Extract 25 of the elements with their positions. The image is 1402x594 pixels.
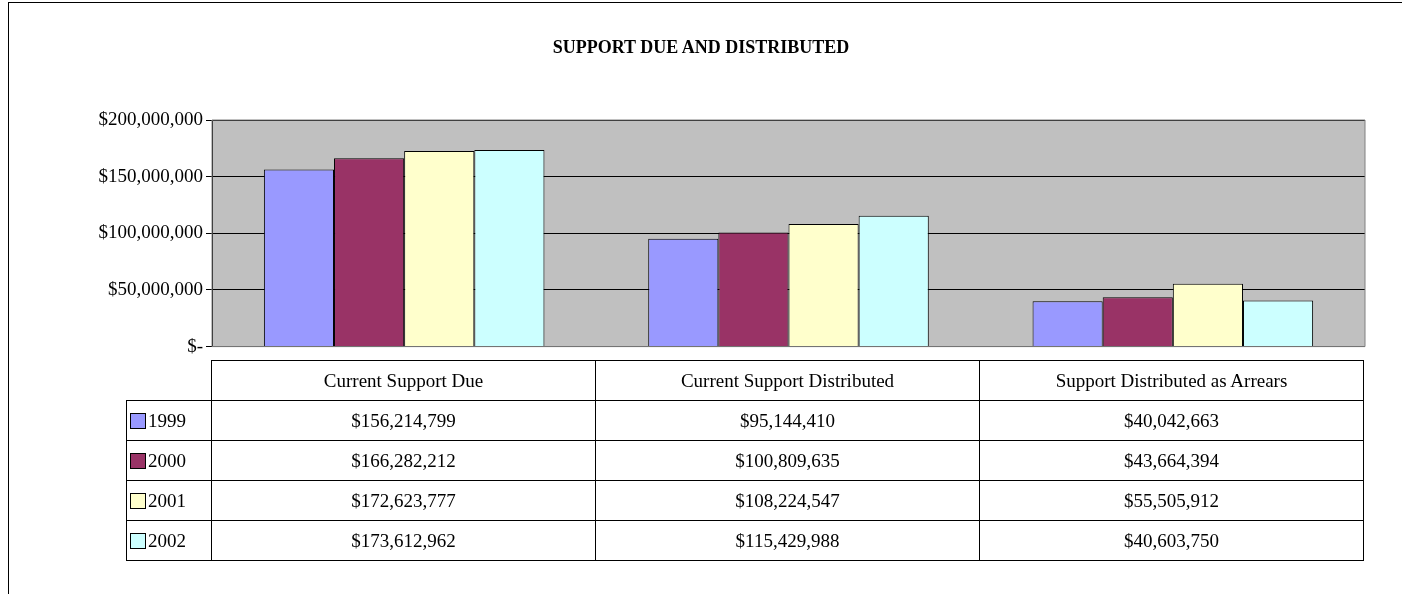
data-label: $40,042,663 [979, 400, 1364, 441]
data-label: $156,214,799 [211, 400, 596, 441]
y-tick-label: $50,000,000 [108, 277, 203, 299]
x-tick-label: Support Distributed as Arrears [979, 360, 1364, 401]
x-tick-label: Current Support Distributed [595, 360, 980, 401]
chart-title: SUPPORT DUE AND DISTRIBUTED [551, 37, 851, 58]
data-label: $55,505,912 [979, 480, 1364, 521]
y-tick-label: $150,000,000 [98, 164, 203, 186]
data-label: $95,144,410 [595, 400, 980, 441]
legend-label: 2001 [148, 489, 186, 511]
data-label: $100,809,635 [595, 440, 980, 481]
data-label: $43,664,394 [979, 440, 1364, 481]
data-label: $172,623,777 [211, 480, 596, 521]
data-label: $108,224,547 [595, 480, 980, 521]
data-label: $173,612,962 [211, 520, 596, 561]
legend-label: 1999 [148, 409, 186, 431]
legend-label: 2002 [148, 529, 186, 551]
data-label: $40,603,750 [979, 520, 1364, 561]
data-label: $166,282,212 [211, 440, 596, 481]
y-tick-label: $100,000,000 [98, 221, 203, 243]
legend-label: 2000 [148, 449, 186, 471]
x-tick-label: Current Support Due [211, 360, 596, 401]
data-label: $115,429,988 [595, 520, 980, 561]
y-tick-label: $200,000,000 [98, 107, 203, 129]
y-tick-label: $- [187, 334, 203, 356]
